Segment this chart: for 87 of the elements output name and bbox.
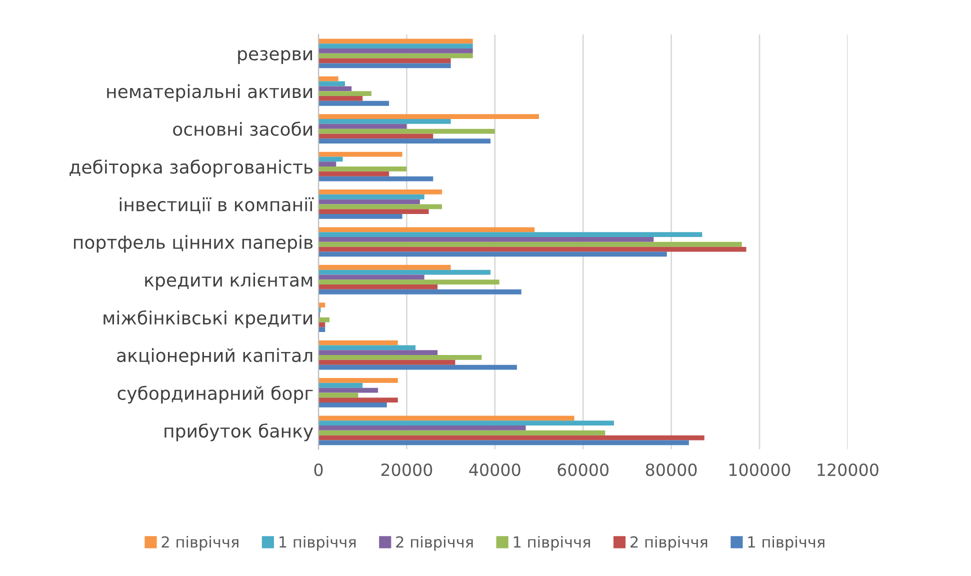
legend-label: 1 півріччя [748,536,824,551]
bar [318,378,398,383]
bar [318,364,517,370]
bar [318,430,606,436]
x-tick-label: 100000 [730,463,790,476]
bar [318,119,451,124]
x-tick-label: 0 [314,463,323,476]
bar [318,360,456,365]
bar [318,138,490,144]
bar [318,327,326,332]
bar [318,166,407,172]
bar [318,124,407,129]
bar [318,86,352,92]
bar [318,237,654,242]
bar [318,53,473,58]
bar [318,171,390,176]
legend-label: 2 півріччя [630,536,708,551]
bar [318,274,424,280]
bar [318,270,490,275]
bar [318,152,402,157]
bar [318,96,363,101]
bar [318,426,526,430]
bar [318,63,451,68]
bar [318,242,742,247]
bar [318,322,326,328]
bar [318,214,402,219]
bar [318,355,482,360]
bar [318,345,416,350]
bar [318,280,500,285]
x-tick-label: 20000 [381,463,432,476]
x-tick-label: 80000 [646,463,697,476]
bar [318,382,363,388]
bar [318,76,338,82]
y-tick-label: міжбінківські кредити [104,310,312,328]
bar [318,156,343,162]
bar [318,128,495,134]
bar [318,264,451,270]
legend-label: 1 півріччя [514,536,590,551]
bar [318,350,438,356]
bar [318,227,535,232]
bar [318,398,398,403]
bar [318,435,704,440]
legend-label: 2 півріччя [162,536,238,551]
x-tick-label: 120000 [818,463,878,476]
y-tick-label: портфель цінних паперів [74,235,313,253]
bar [318,232,702,238]
bar [318,252,667,257]
x-tick-label: 40000 [469,463,520,476]
y-tick-label: основні засоби [173,122,312,136]
y-tick-label: кредити клієнтам [145,272,312,290]
bar [318,416,574,421]
legend-label: 1 півріччя [280,536,356,551]
bar [318,91,372,96]
bar [318,246,746,252]
bar [318,38,473,44]
bar [318,58,451,64]
y-tick-label: інвестиції в компанії [120,197,314,214]
bar [318,402,387,408]
bar [318,134,434,139]
bar [318,340,398,346]
bar [318,440,689,446]
bar [318,284,438,290]
bar [318,100,390,106]
bar [318,199,420,204]
bar [318,190,442,194]
y-tick-label: субординарний борг [118,386,313,404]
bar [318,48,473,54]
bar [318,44,473,49]
x-tick-label: 60000 [558,463,608,476]
legend-label: 2 півріччя [396,536,473,551]
bar [318,388,378,393]
y-tick-label: акціонерний капітал [117,348,312,366]
bar [318,81,345,86]
bar [318,114,539,120]
bar [318,176,434,182]
bar [318,194,424,200]
bar [318,289,522,294]
y-tick-label: дебіторка заборгованість [70,160,313,178]
bar [318,204,442,210]
bar [318,209,429,214]
y-tick-label: нематеріальні активи [107,84,312,102]
bar [318,420,614,426]
y-tick-label: резерви [238,50,312,64]
y-tick-label: прибуток банку [164,423,314,442]
bar [318,392,358,398]
bar [318,302,326,308]
bar [318,162,336,167]
